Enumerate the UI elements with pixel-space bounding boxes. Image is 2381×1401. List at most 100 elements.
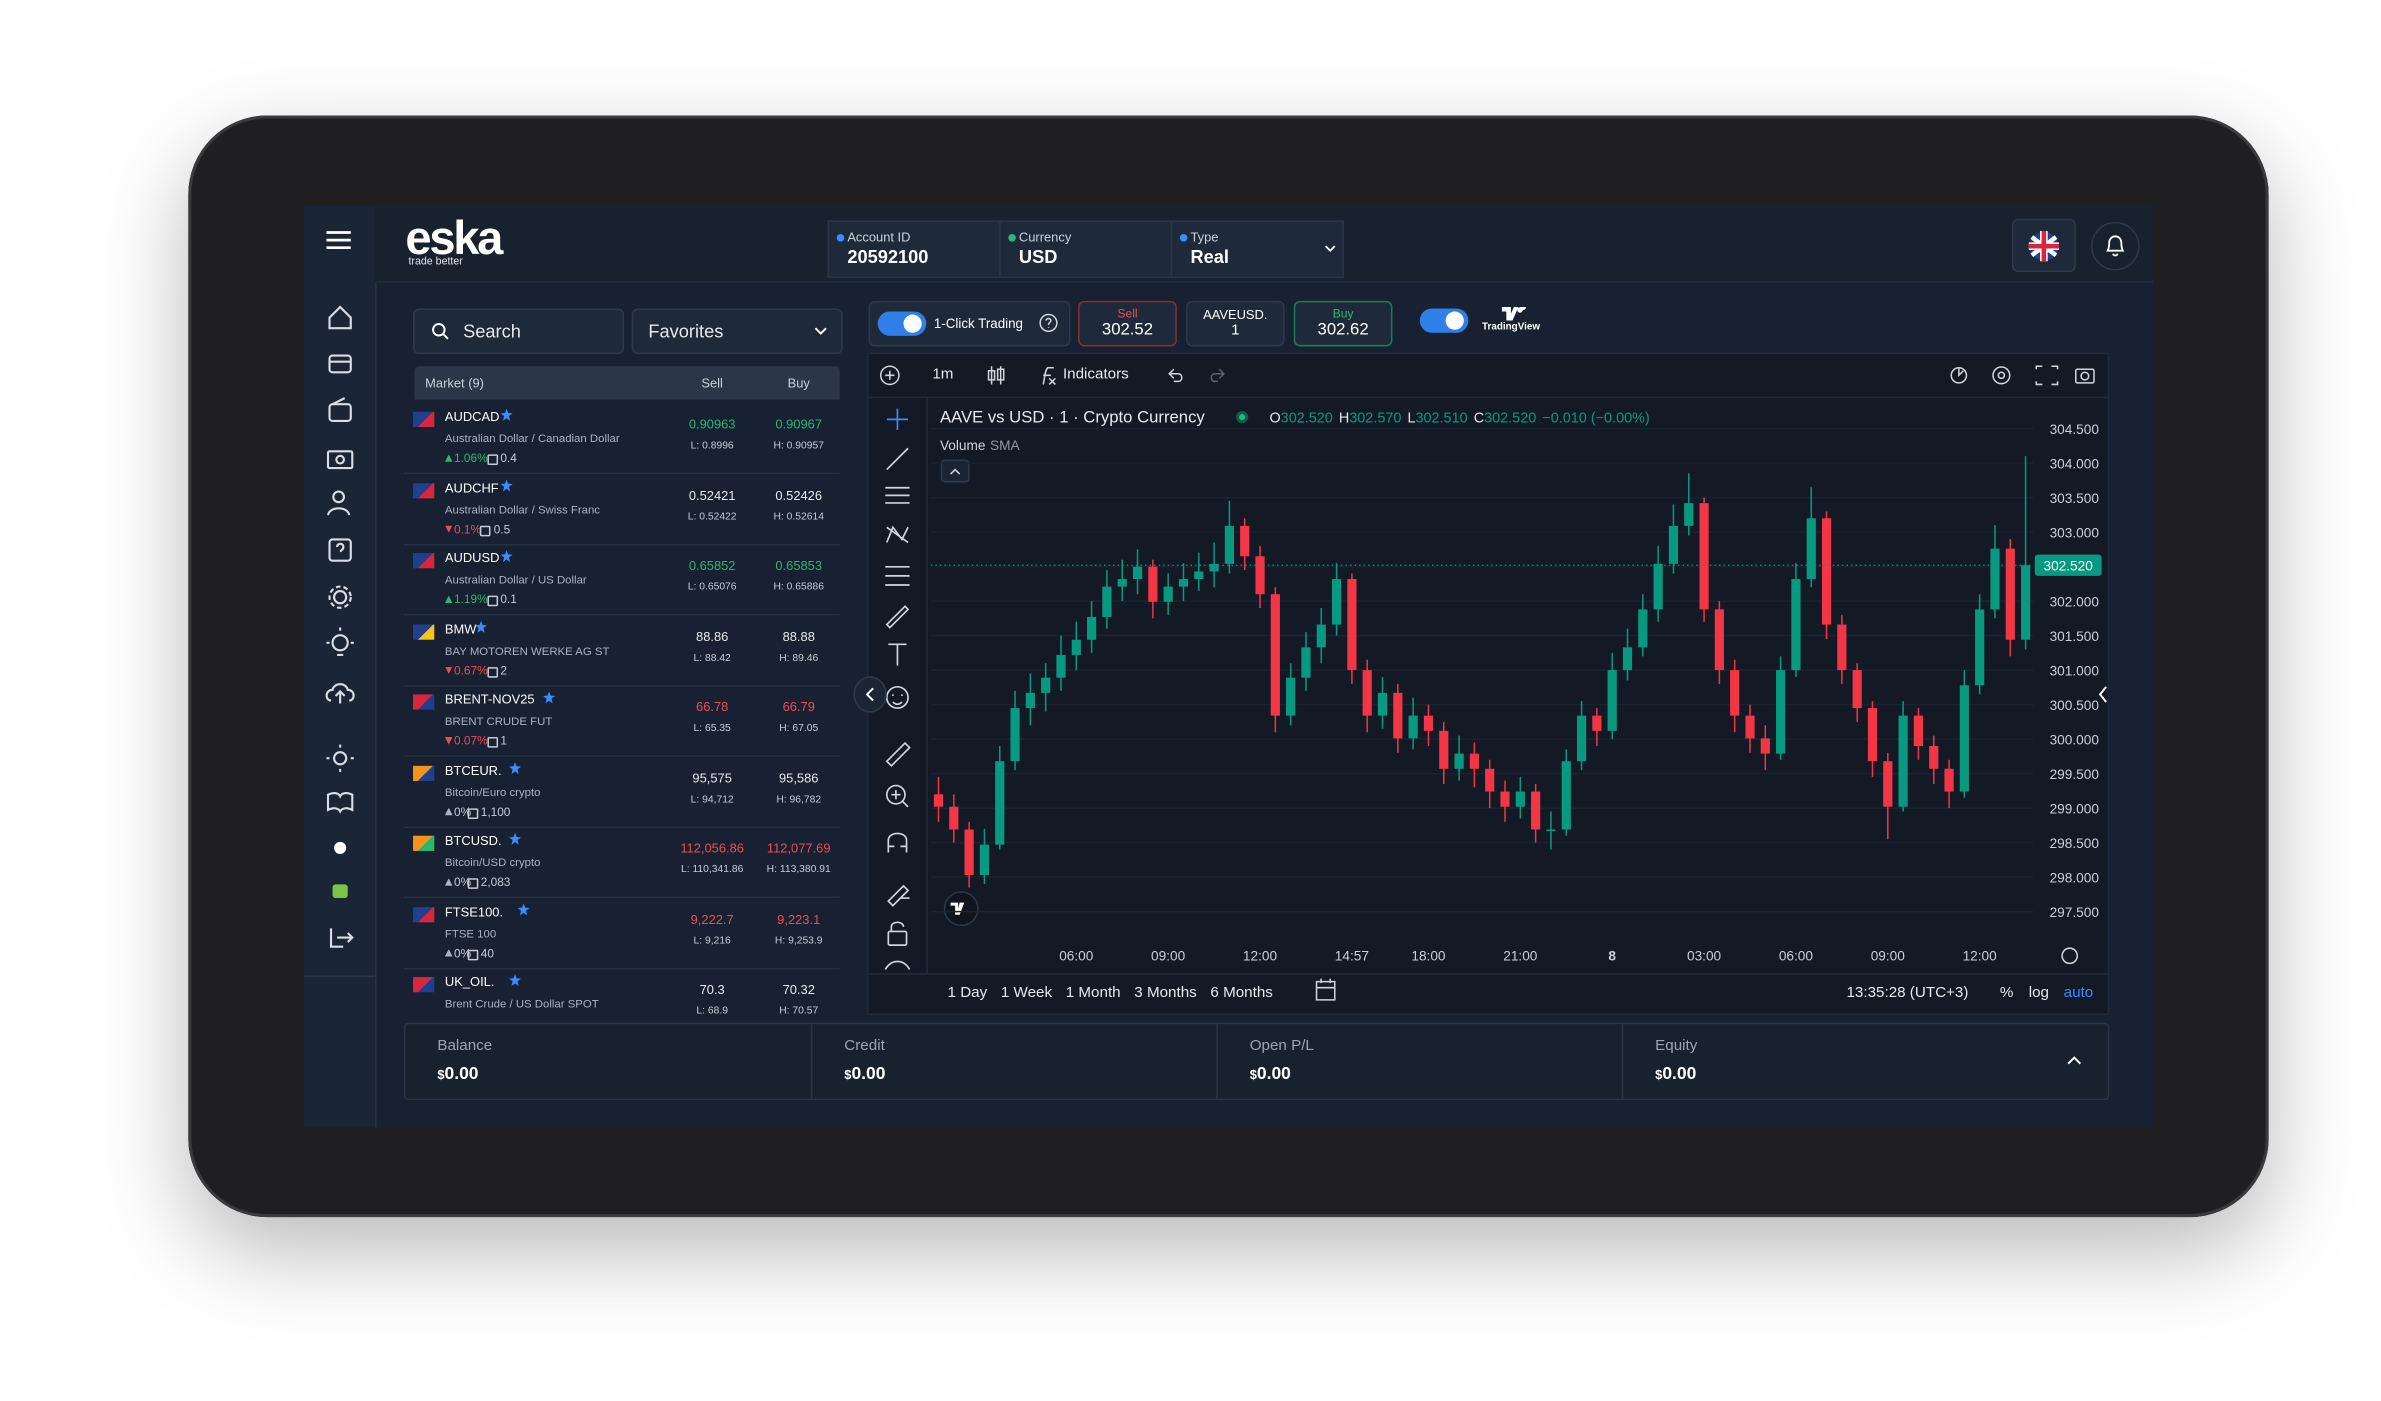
o-value: 302.520 xyxy=(1281,410,1333,426)
one-click-trading[interactable]: 1-Click Trading xyxy=(868,300,1071,347)
logo[interactable]: eska xyxy=(405,211,503,265)
sell-price[interactable]: 66.78 xyxy=(696,698,729,715)
candle-body xyxy=(1852,670,1862,709)
scale-option[interactable]: % xyxy=(2000,984,2014,1001)
market-row[interactable]: AUDCHF Australian Dollar / Swiss Franc 0.1… xyxy=(403,473,840,545)
market-row[interactable]: UK_OIL.Brent Crude / US Dollar SPOT0%070… xyxy=(404,968,840,1014)
scale-option[interactable]: auto xyxy=(2064,984,2094,1001)
market-row[interactable]: BTCEUR. Bitcoin/Euro crypto 0% 1,100 95,575 9… xyxy=(403,756,840,828)
candle-body xyxy=(1148,566,1158,602)
daily-change: 0% xyxy=(454,945,472,960)
notifications-button[interactable] xyxy=(2090,221,2140,271)
help-icon[interactable] xyxy=(1039,313,1059,333)
scale-option[interactable]: log xyxy=(2029,984,2049,1001)
sell-price[interactable]: 112,056.86 xyxy=(680,840,744,856)
sell-price[interactable]: 0.65852 xyxy=(688,557,736,573)
toggle[interactable] xyxy=(877,311,927,336)
market-row[interactable]: BMW BAY MOTOREN WERKE AG ST 0.67% 2 88.86 88.… xyxy=(403,615,840,687)
menu-button[interactable] xyxy=(325,229,352,250)
add-symbol[interactable] xyxy=(879,365,900,386)
tool-icons[interactable] xyxy=(869,397,927,974)
axis-settings[interactable] xyxy=(2061,947,2079,965)
buy-price[interactable]: 0.90967 xyxy=(775,416,823,432)
buy-price[interactable]: 88.88 xyxy=(782,628,815,644)
favorite-star[interactable] xyxy=(508,832,522,845)
favorite-star[interactable] xyxy=(500,550,513,563)
sell-price[interactable]: 9,222.7 xyxy=(690,910,734,927)
search-placeholder: Search xyxy=(463,320,521,342)
chart-style[interactable] xyxy=(987,365,1005,386)
market-row[interactable]: BRENT-NOV25 BRENT CRUDE FUT 0.07% 1 66.78 66.… xyxy=(403,685,840,757)
buy-price[interactable]: 0.65853 xyxy=(775,557,823,573)
candle-body xyxy=(949,806,959,830)
buy-price[interactable]: 0.52426 xyxy=(775,487,823,503)
sell-price[interactable]: 0.52421 xyxy=(688,487,736,503)
spread: 2,083 xyxy=(480,875,511,889)
buy-price[interactable]: 70.32 xyxy=(782,981,815,997)
undo-redo[interactable] xyxy=(1166,366,1227,384)
x-tick-label: 09:00 xyxy=(1871,948,1906,963)
favorites-dropdown[interactable]: Favorites xyxy=(631,308,843,355)
sell-button[interactable]: Sell 302.52 xyxy=(1078,300,1177,347)
range-button[interactable]: 1 Day xyxy=(948,984,988,1001)
indicators[interactable]: Indicators xyxy=(1062,366,1129,383)
candle-body xyxy=(1607,670,1617,731)
sell-price[interactable]: 70.3 xyxy=(699,981,725,997)
interval[interactable]: 1m xyxy=(932,366,954,383)
instrument-name: Brent Crude / US Dollar SPOT xyxy=(444,996,599,1011)
spread: 2 xyxy=(500,663,507,677)
chart-title: AAVE vs USD · 1 · Crypto Currency xyxy=(940,407,1205,426)
favorite-star[interactable] xyxy=(517,903,530,916)
range-button[interactable]: 1 Week xyxy=(1001,984,1053,1001)
favorite-star[interactable] xyxy=(500,408,513,421)
market-row[interactable]: BTCUSD. Bitcoin/USD crypto 0% 2,083 112,056.… xyxy=(403,827,840,899)
favorite-star[interactable] xyxy=(508,762,522,775)
chart-widget: 1m Indicators AAVE vs USD · 1 · Crypto C… xyxy=(867,352,2110,1016)
summary-value: $0.00 xyxy=(844,1065,885,1083)
tradingview-toggle[interactable] xyxy=(1419,308,1469,333)
favorite-star[interactable] xyxy=(500,479,513,492)
clock: 13:35:28 (UTC+3) xyxy=(1846,984,1968,1001)
quantity-box[interactable]: AAVEUSD. 1 xyxy=(1185,300,1285,347)
spread-icon xyxy=(486,454,498,465)
buy-price[interactable]: 112,077.69 xyxy=(766,840,831,856)
account-type[interactable]: Type Real xyxy=(1170,220,1344,279)
nav-icons[interactable] xyxy=(304,284,375,983)
range-button[interactable]: 6 Months xyxy=(1210,984,1273,1001)
chart-actions[interactable] xyxy=(1947,363,2099,387)
language-button[interactable] xyxy=(2011,218,2076,272)
sell-price[interactable]: 0.90963 xyxy=(688,416,736,432)
buy-price[interactable]: 66.79 xyxy=(782,698,815,715)
candle-body xyxy=(1347,579,1357,671)
sell-price[interactable]: 95,575 xyxy=(692,769,732,785)
market-row[interactable]: AUDUSD Australian Dollar / US Dollar 1.19%… xyxy=(403,544,840,616)
collapse-right[interactable] xyxy=(2096,685,2111,703)
expand-summary[interactable] xyxy=(2067,1055,2082,1066)
indicators-icon[interactable] xyxy=(1037,365,1058,386)
date-picker[interactable] xyxy=(1315,978,1336,1001)
candle-body xyxy=(1791,579,1801,671)
collapse-legend[interactable] xyxy=(940,459,970,483)
symbol: AUDUSD xyxy=(444,550,500,566)
buy-button[interactable]: Buy 302.62 xyxy=(1293,300,1393,347)
favorite-star[interactable] xyxy=(474,620,488,633)
candle-body xyxy=(1163,586,1173,602)
market-title[interactable]: Market (9) xyxy=(425,375,484,391)
range-button[interactable]: 3 Months xyxy=(1134,984,1197,1001)
favorite-star[interactable] xyxy=(508,974,522,987)
favorite-star[interactable] xyxy=(543,691,556,704)
range-button[interactable]: 1 Month xyxy=(1066,984,1121,1001)
instrument-name: Australian Dollar / Canadian Dollar xyxy=(444,431,620,446)
search-box[interactable]: Search xyxy=(413,308,625,355)
spread-icon xyxy=(480,524,491,536)
sell-price[interactable]: 88.86 xyxy=(696,628,729,644)
daily-change: 1.19% xyxy=(454,592,488,607)
market-row[interactable]: FTSE100. FTSE 100 0% 40 9,222.7 9,223.1 L: 9,2… xyxy=(403,897,840,969)
market-row[interactable]: AUDCAD Australian Dollar / Canadian Dolla… xyxy=(403,403,840,475)
summary-label: Balance xyxy=(437,1037,493,1055)
high-price: H: 113,380.91 xyxy=(766,864,831,876)
buy-price[interactable]: 9,223.1 xyxy=(777,910,821,927)
collapse-left[interactable] xyxy=(853,676,887,713)
spread: 0.1 xyxy=(500,592,517,607)
buy-price[interactable]: 95,586 xyxy=(778,769,819,785)
